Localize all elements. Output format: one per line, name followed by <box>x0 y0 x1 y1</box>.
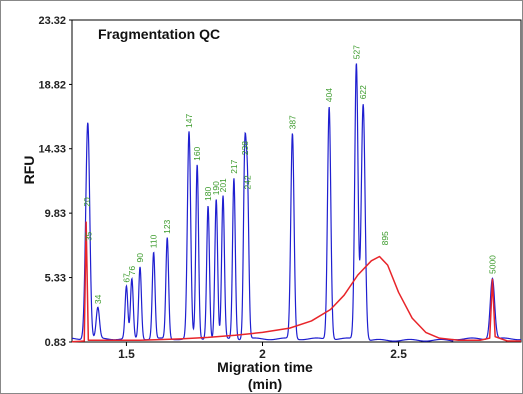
y-axis-title: RFU <box>21 156 37 185</box>
chart-title: Fragmentation QC <box>98 26 220 42</box>
x-tick-label: 2 <box>259 347 266 361</box>
y-tick-label: 23.32 <box>38 15 66 27</box>
y-axis-ticks: 23.32 18.82 14.33 9.83 5.33 0.83 <box>38 15 72 349</box>
peak-label: 527 <box>351 45 361 59</box>
peak-label: 217 <box>229 159 239 173</box>
peak-label: 34 <box>93 294 103 304</box>
peak-label: 5000 <box>487 255 497 274</box>
red-peak-label: 895 <box>380 231 390 245</box>
y-tick-label: 9.83 <box>45 208 66 220</box>
trace-layer <box>71 63 522 343</box>
peak-label: 404 <box>324 88 334 102</box>
peak-label: 110 <box>149 234 159 248</box>
x-tick-label: 1.5 <box>118 347 135 361</box>
y-tick-label: 0.83 <box>45 337 66 349</box>
x-axis-unit: (min) <box>248 376 282 392</box>
peak-label: 160 <box>192 146 202 160</box>
peak-label: 67 <box>121 273 131 283</box>
peak-label: 147 <box>184 114 194 128</box>
y-tick-label: 18.82 <box>38 79 66 91</box>
x-tick-label: 2.5 <box>390 347 407 361</box>
red-trace <box>71 221 521 343</box>
y-tick-label: 5.33 <box>45 273 66 285</box>
peak-label: 190 <box>211 181 221 195</box>
plot-area <box>71 19 522 343</box>
peak-label: 90 <box>135 253 145 263</box>
peak-label: 35 <box>83 231 93 241</box>
peak-label: 622 <box>358 85 368 99</box>
peak-label: 238 <box>240 141 250 155</box>
peak-label: 242 <box>243 175 253 189</box>
x-axis-ticks: 1.5 2 2.5 <box>118 342 407 361</box>
peak-label: 76 <box>127 266 137 276</box>
y-tick-label: 14.33 <box>38 144 66 156</box>
peak-label: 20 <box>82 197 92 207</box>
peak-label: 201 <box>218 178 228 192</box>
peak-label: 387 <box>287 115 297 129</box>
peak-label: 123 <box>162 219 172 233</box>
peak-label: 180 <box>203 187 213 201</box>
x-axis-title: Migration time <box>217 359 313 375</box>
